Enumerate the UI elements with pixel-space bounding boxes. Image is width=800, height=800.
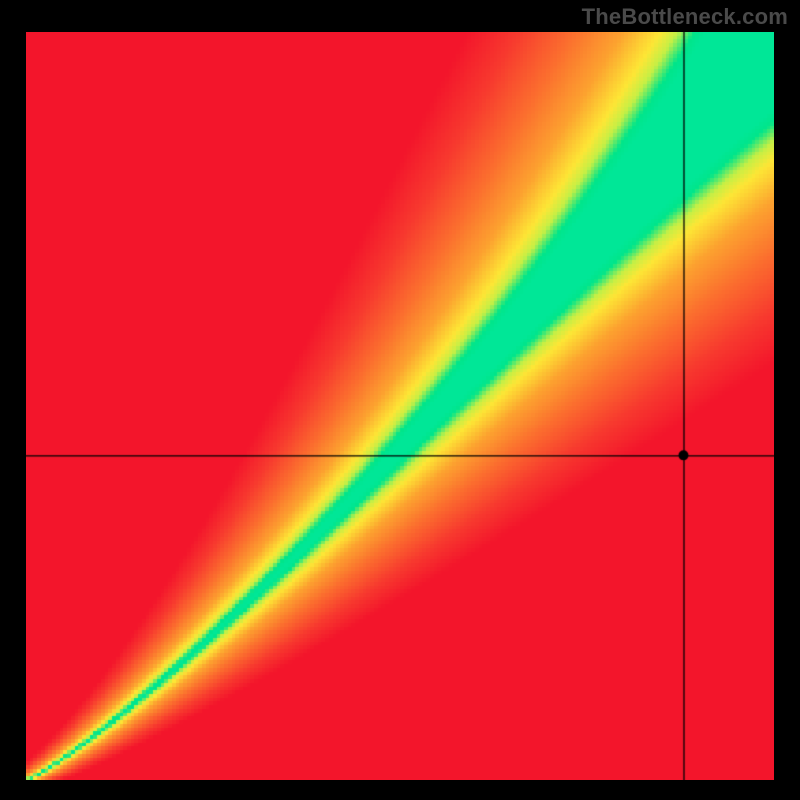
- bottleneck-heatmap: [26, 32, 774, 780]
- chart-container: { "watermark": { "text": "TheBottleneck.…: [0, 0, 800, 800]
- watermark-text: TheBottleneck.com: [582, 4, 788, 30]
